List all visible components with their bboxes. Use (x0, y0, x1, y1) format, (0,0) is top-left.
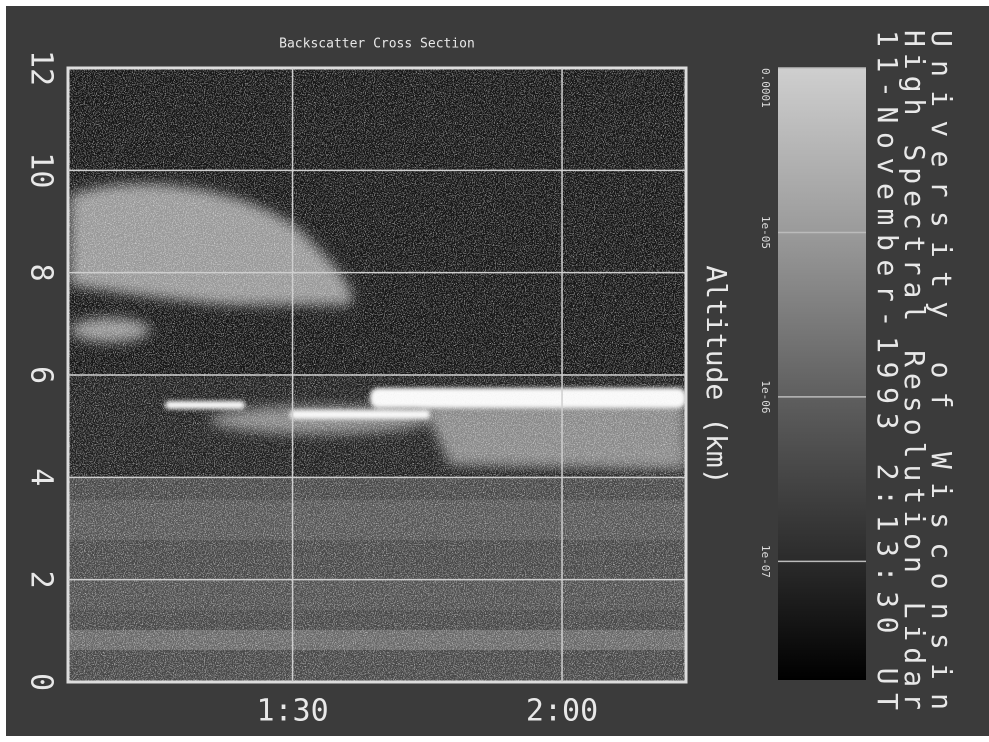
y-axis-label: Altitude (km) (700, 265, 733, 484)
colorbar-tick-label: 1e-06 (759, 380, 772, 413)
y-tick-label: 4 (24, 468, 59, 486)
x-tick-label: 1:30 (256, 694, 328, 729)
subtitle: Backscatter Cross Section (279, 37, 475, 52)
x-tick-label: 2:00 (526, 694, 598, 729)
y-tick-label: 10 (24, 152, 59, 188)
y-tick-label: 8 (24, 264, 59, 282)
colorbar-tick-label: 1e-07 (759, 545, 772, 578)
colorbar (778, 68, 866, 680)
chart: Backscatter Cross Section 0 2 4 6 8 10 12 1:30 2… (0, 0, 989, 742)
y-tick-label: 2 (24, 571, 59, 589)
colorbar-tick-label: 1e-05 (759, 216, 772, 249)
y-tick-label: 0 (24, 673, 59, 691)
colorbar-tick-label: 0.0001 (759, 68, 772, 108)
y-tick-label: 6 (24, 366, 59, 384)
y-tick-label: 12 (24, 50, 59, 86)
